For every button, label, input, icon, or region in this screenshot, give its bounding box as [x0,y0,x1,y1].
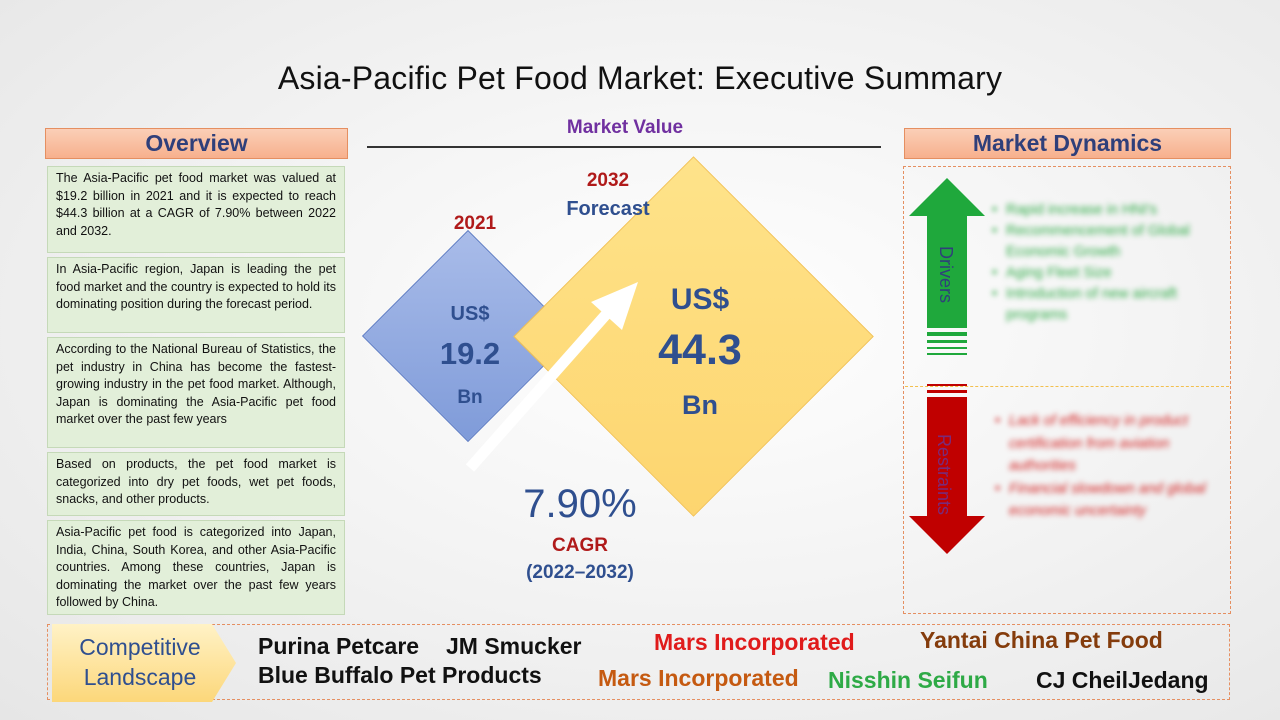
overview-paragraph-3: According to the National Bureau of Stat… [47,337,345,448]
overview-paragraph-5: Asia-Pacific pet food is categorized int… [47,520,345,615]
company-name: Mars Incorporated [654,629,855,655]
year-2021-label: 2021 [453,213,497,234]
restraints-down-arrow-icon [909,384,985,554]
cagr-value: 7.90% [523,482,637,526]
driver-item: Rapid increase in HNI's [992,200,1220,221]
company-name: JM Smucker [446,633,582,659]
restraint-item: Financial slowdown and global economic u… [995,478,1220,523]
restraint-item: Lack of efficiency in product certificat… [995,410,1220,478]
restraints-list: Lack of efficiency in product certificat… [995,410,1220,523]
value-2021-number: 19.2 [439,336,501,371]
drivers-label: Drivers [936,245,956,303]
driver-item: Introduction of new aircraft programs [992,284,1220,326]
value-2032-currency: US$ [670,283,730,316]
company-name: Mars Incorporated [598,665,799,691]
drivers-up-arrow-icon [909,178,985,355]
driver-item: Recommencement of Global Economic Growth [992,221,1220,263]
overview-paragraph-1: The Asia-Pacific pet food market was val… [47,166,345,253]
value-2032-number: 44.3 [658,326,742,374]
overview-heading: Overview [45,128,348,159]
driver-item: Aging Fleet Size [992,263,1220,284]
competitive-landscape-label: Competitive Landscape [79,634,201,690]
company-name: Blue Buffalo Pet Products [258,662,542,688]
cagr-period: (2022–2032) [526,562,634,583]
competitive-landscape-chevron [52,624,236,702]
company-name: Nisshin Seifun [828,667,988,693]
growth-arrow-icon [465,282,638,472]
overview-paragraph-4: Based on products, the pet food market i… [47,452,345,516]
drivers-list: Rapid increase in HNI's Recommencement o… [992,200,1220,326]
value-2021-currency: US$ [450,303,490,325]
market-value-heading: Market Value [566,117,684,138]
company-name: Purina Petcare [258,633,420,659]
forecast-label: Forecast [566,198,650,220]
restraints-label: Restraints [934,434,954,516]
company-name: Yantai China Pet Food [920,627,1163,653]
dynamics-divider [905,386,1229,387]
value-2032-unit: Bn [682,390,718,420]
market-value-divider [367,146,881,148]
market-dynamics-heading: Market Dynamics [904,128,1231,159]
value-2021-unit: Bn [457,387,483,408]
company-name: CJ CheilJedang [1036,667,1209,693]
overview-paragraph-2: In Asia-Pacific region, Japan is leading… [47,257,345,333]
competitive-landscape-panel [47,624,1230,700]
page-title: Asia-Pacific Pet Food Market: Executive … [277,60,1003,96]
cagr-label: CAGR [552,535,608,556]
year-2032-label: 2032 [586,170,630,191]
market-dynamics-panel [903,166,1231,614]
